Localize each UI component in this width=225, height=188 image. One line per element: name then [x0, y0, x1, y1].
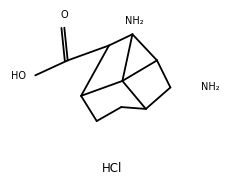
Text: HCl: HCl — [102, 162, 123, 175]
Text: O: O — [61, 10, 68, 20]
Text: NH₂: NH₂ — [200, 83, 219, 92]
Text: NH₂: NH₂ — [125, 16, 143, 26]
Text: HO: HO — [11, 71, 26, 81]
